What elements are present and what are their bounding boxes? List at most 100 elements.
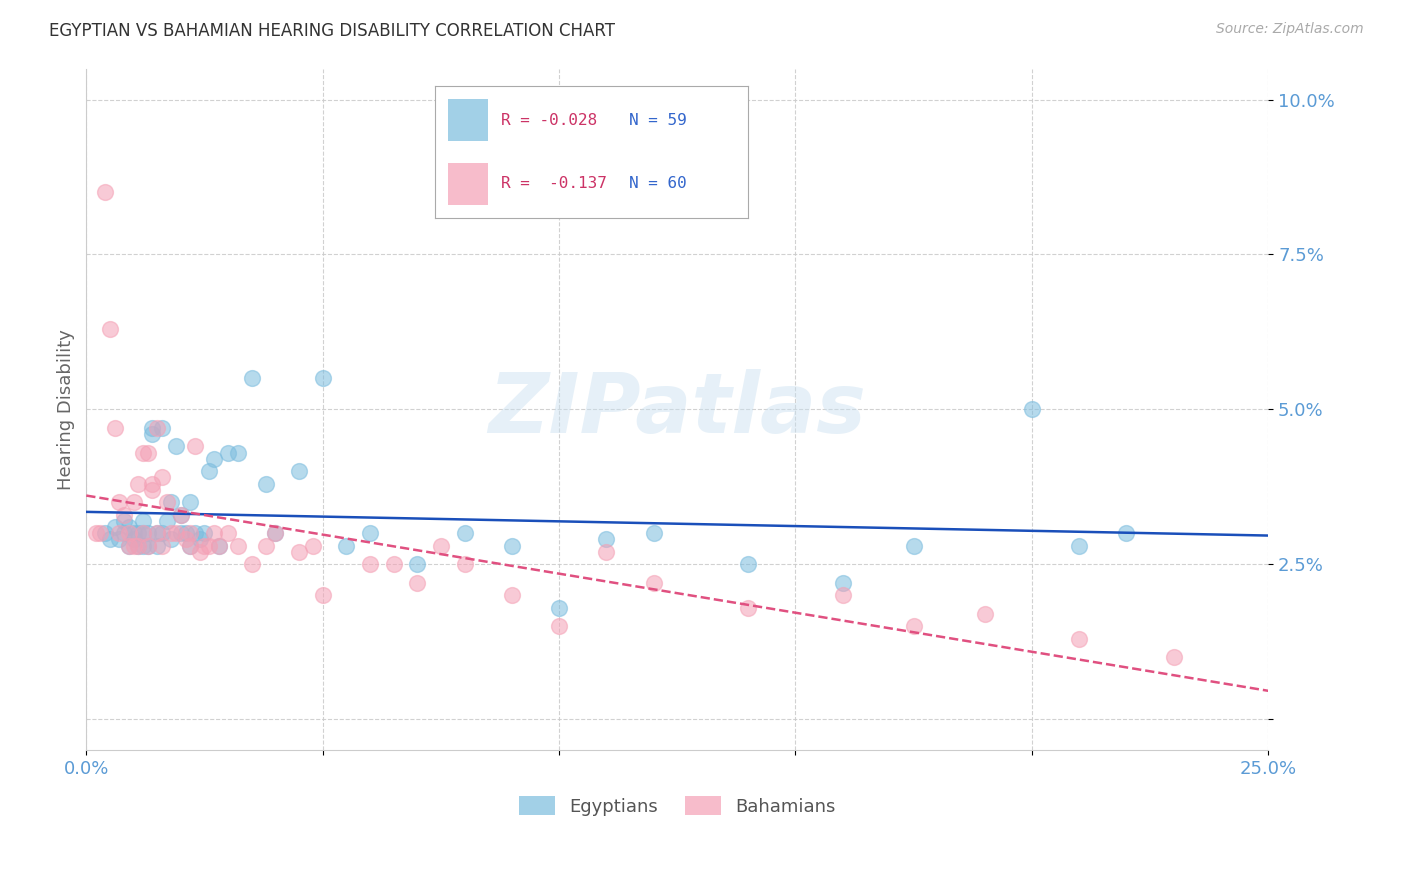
Point [141,421,163,435]
Point [156,514,179,528]
Point [264,526,287,541]
Point [84,526,107,541]
Point [118,526,141,541]
Point [240,371,263,385]
Point [501,588,523,602]
Point [288,545,311,559]
Point [903,539,925,553]
Point [903,619,925,633]
Point [453,558,475,572]
Point [127,539,149,553]
Point [108,495,131,509]
Point [302,539,325,553]
Point [150,526,173,541]
Point [198,464,221,478]
Point [548,600,571,615]
Point [122,533,145,547]
Point [132,539,155,553]
Point [501,539,523,553]
Point [112,526,135,541]
Point [170,508,193,522]
Point [359,526,381,541]
Point [104,421,127,435]
Point [160,526,183,541]
Point [335,539,357,553]
Point [174,533,197,547]
Point [193,526,215,541]
Point [1115,526,1137,541]
Text: ZIPatlas: ZIPatlas [488,368,866,450]
Point [643,575,665,590]
Point [108,526,131,541]
Point [430,539,453,553]
Point [179,539,201,553]
Text: EGYPTIAN VS BAHAMIAN HEARING DISABILITY CORRELATION CHART: EGYPTIAN VS BAHAMIAN HEARING DISABILITY … [49,22,616,40]
Point [595,545,617,559]
Point [406,575,429,590]
Point [150,421,173,435]
Point [202,451,225,466]
Point [188,545,211,559]
Point [643,526,665,541]
Point [132,526,155,541]
Point [217,526,239,541]
Point [127,476,149,491]
Point [184,440,207,454]
Point [264,526,287,541]
Point [112,514,135,528]
Point [254,539,277,553]
Point [141,476,163,491]
Point [150,470,173,484]
Point [118,539,141,553]
Point [170,526,193,541]
Point [179,539,201,553]
Point [94,526,117,541]
Point [98,322,121,336]
Point [136,526,159,541]
Point [226,445,249,459]
Point [202,526,225,541]
Point [240,558,263,572]
Point [112,508,135,522]
Point [132,526,155,541]
Point [156,495,179,509]
Point [174,526,197,541]
Point [160,533,183,547]
Point [382,558,405,572]
Point [146,526,169,541]
Point [136,539,159,553]
Point [170,508,193,522]
Text: Source: ZipAtlas.com: Source: ZipAtlas.com [1216,22,1364,37]
Point [132,445,155,459]
Point [118,539,141,553]
Point [127,539,149,553]
Point [89,526,111,541]
Point [132,514,155,528]
Point [104,520,127,534]
Point [94,186,117,200]
Point [1069,539,1091,553]
Point [548,619,571,633]
Point [406,558,429,572]
Point [188,533,211,547]
Point [1163,650,1185,665]
Point [254,476,277,491]
Point [136,445,159,459]
Point [146,526,169,541]
Point [193,539,215,553]
Legend: Egyptians, Bahamians: Egyptians, Bahamians [512,789,844,822]
Point [737,600,759,615]
Point [595,533,617,547]
Point [217,445,239,459]
Point [98,533,121,547]
Point [122,495,145,509]
Point [453,526,475,541]
Point [146,539,169,553]
Point [1021,402,1043,417]
Point [226,539,249,553]
Y-axis label: Hearing Disability: Hearing Disability [58,329,75,490]
Point [108,533,131,547]
Point [198,539,221,553]
Point [312,588,335,602]
Point [150,539,173,553]
